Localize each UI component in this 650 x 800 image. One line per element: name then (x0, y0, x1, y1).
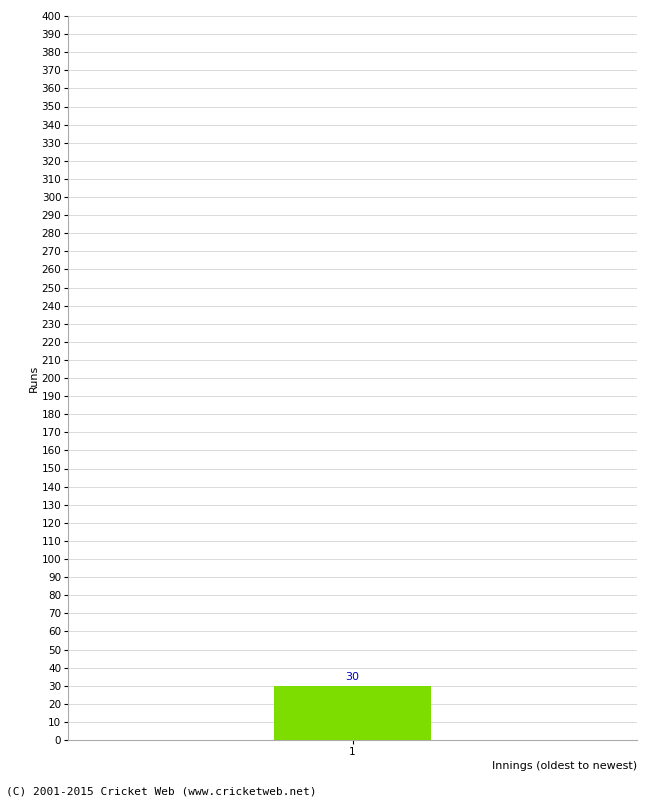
X-axis label: Innings (oldest to newest): Innings (oldest to newest) (492, 761, 637, 771)
Text: 30: 30 (346, 672, 359, 682)
Bar (274, 686, 431, 740)
Y-axis label: Runs: Runs (29, 364, 39, 392)
Text: (C) 2001-2015 Cricket Web (www.cricketweb.net): (C) 2001-2015 Cricket Web (www.cricketwe… (6, 786, 317, 796)
